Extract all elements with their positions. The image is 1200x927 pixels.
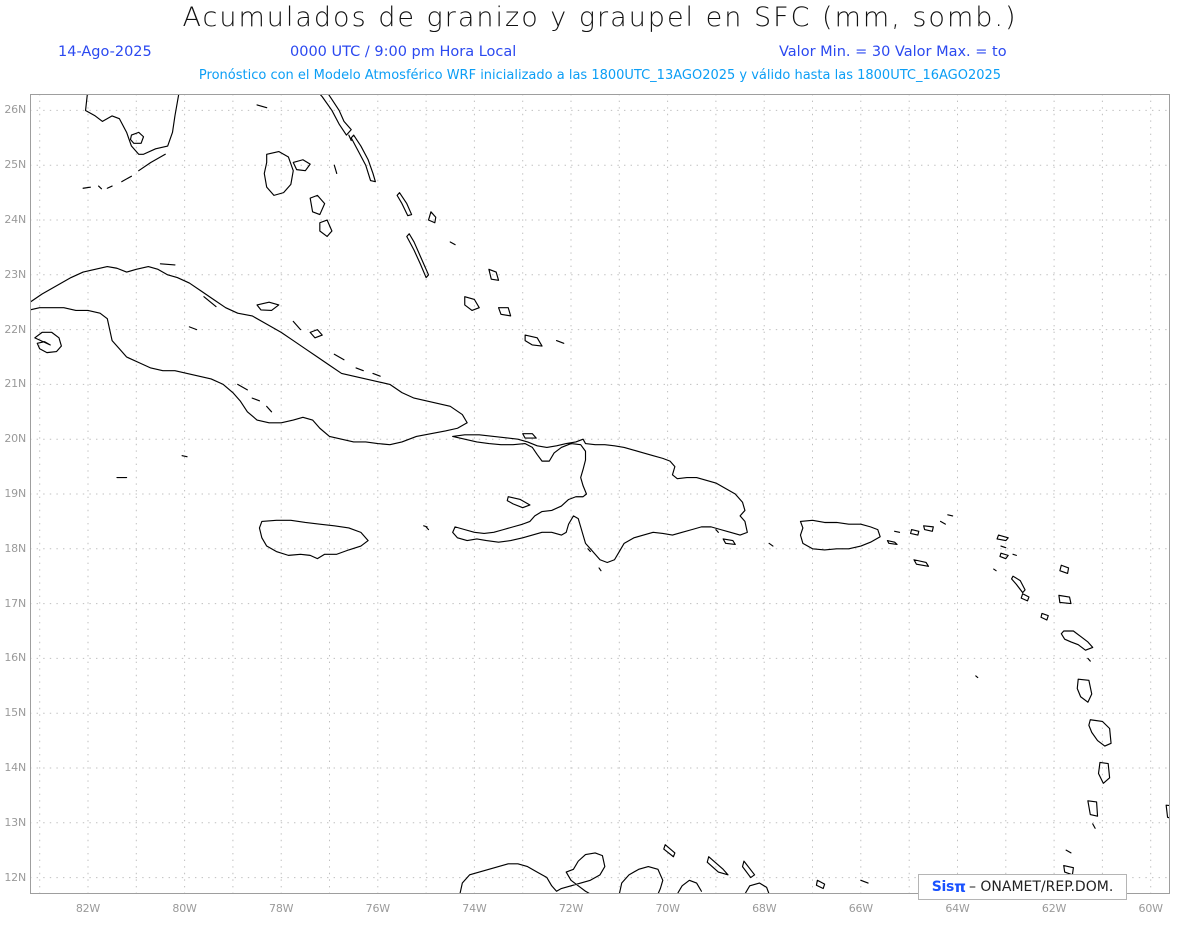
coastlines [30, 94, 1170, 894]
y-tick-label: 23N [4, 267, 26, 281]
y-tick-label: 22N [4, 322, 26, 336]
forecast-time: 0000 UTC / 9:00 pm Hora Local [290, 44, 517, 60]
y-tick-label: 24N [4, 213, 26, 227]
x-tick-label: 74W [462, 902, 487, 915]
x-tick-label: 80W [172, 902, 197, 915]
y-tick-label: 16N [4, 651, 26, 665]
y-tick-label: 26N [4, 103, 26, 117]
y-tick-label: 18N [4, 541, 26, 555]
forecast-date: 14-Ago-2025 [58, 44, 152, 60]
map-gridlines [30, 94, 1170, 894]
x-tick-label: 78W [269, 902, 294, 915]
x-tick-label: 70W [655, 902, 680, 915]
y-tick-label: 25N [4, 158, 26, 172]
x-tick-label: 60W [1138, 902, 1163, 915]
map-plot-area: 12N 13N 14N 15N 16N 17N 18N 19N 20N 21N 22N 23N 24N 2… [4, 94, 1170, 915]
header-info-row: 14-Ago-2025 0000 UTC / 9:00 pm Hora Loca… [0, 44, 1200, 64]
y-tick-label: 19N [4, 487, 26, 500]
value-range: Valor Min. = 30 Valor Max. = to [779, 44, 1007, 60]
map-frame [30, 94, 1170, 894]
y-tick-label: 14N [4, 760, 26, 774]
coastline-path [30, 94, 1170, 894]
map-background [30, 94, 1170, 894]
x-tick-label: 72W [558, 902, 584, 915]
map-svg [30, 94, 1170, 894]
model-subtitle: Pronóstico con el Modelo Atmosférico WRF… [198, 68, 1002, 83]
x-tick-label: 68W [752, 902, 777, 915]
x-tick-label: 64W [945, 902, 970, 915]
logo-pi-icon: π [954, 878, 966, 896]
page-title: Acumulados de granizo y graupel en SFC (… [182, 2, 1018, 33]
y-tick-label: 17N [4, 596, 26, 610]
provider-logo-box: Sis π – ONAMET/REP.DOM. [918, 874, 1127, 900]
y-tick-label: 12N [4, 870, 26, 884]
y-tick-label: 20N [4, 432, 26, 446]
x-tick-label: 66W [848, 902, 873, 915]
logo-org-text: – ONAMET/REP.DOM. [968, 879, 1114, 895]
x-tick-label: 82W [75, 902, 101, 915]
y-tick-label: 15N [4, 706, 26, 720]
logo-sis-text: Sis [931, 879, 955, 895]
y-tick-label: 13N [4, 815, 26, 829]
x-tick-label: 62W [1041, 902, 1067, 915]
x-tick-label: 76W [365, 902, 390, 915]
y-tick-label: 21N [4, 377, 26, 391]
